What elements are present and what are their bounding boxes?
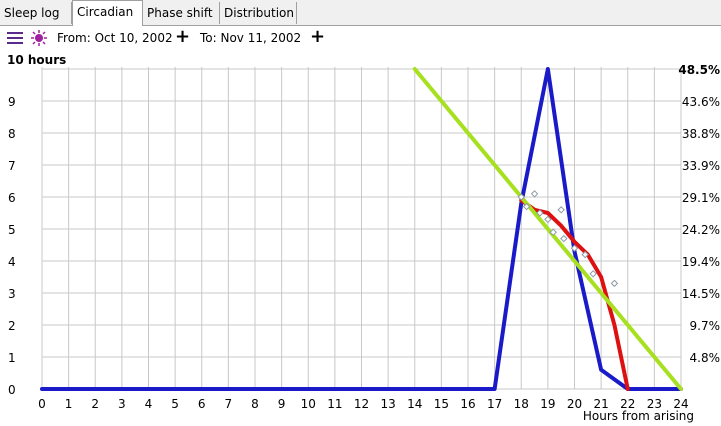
y-tick-label: 6: [8, 191, 16, 205]
chart-grid: [41, 67, 682, 390]
x-tick-label: 8: [251, 397, 259, 411]
x-tick-label: 7: [225, 397, 233, 411]
x-tick-label: 13: [380, 397, 395, 411]
add-to-button[interactable]: +: [310, 26, 326, 47]
y-tick-label: 4: [8, 255, 16, 269]
x-axis-label: Hours from arising: [583, 409, 694, 423]
tab-phase-shift[interactable]: Phase shift: [143, 2, 220, 24]
scatter-point: [560, 234, 568, 243]
y-tick-label: 9: [8, 95, 16, 109]
right-tick-label: 33.9%: [682, 159, 720, 173]
x-tick-label: 10: [301, 397, 316, 411]
chart-marks: [40, 67, 683, 391]
right-tick-label: 19.4%: [682, 255, 720, 269]
tab-bar: Sleep log Circadian Phase shift Distribu…: [0, 0, 721, 26]
scatter-point: [557, 206, 565, 214]
scatter-point: [570, 244, 579, 252]
right-tick-label: 14.5%: [682, 287, 720, 301]
x-tick-label: 17: [487, 397, 502, 411]
y-axis-label: 10 hours: [7, 53, 66, 67]
y-tick-label: 1: [8, 351, 16, 365]
x-tick-label: 11: [327, 397, 342, 411]
to-date-label[interactable]: To: Nov 11, 2002: [200, 31, 302, 45]
x-tick-label: 15: [434, 397, 449, 411]
x-tick-label: 0: [38, 397, 46, 411]
right-tick-label: 29.1%: [682, 191, 720, 205]
scatter-point: [536, 209, 544, 217]
circadian-chart: 0 1 2 3 4 5 6 7 8 9 10 11 12 13 14 15 16 17 18 19 20 21 22 23 24…: [7, 53, 720, 423]
x-tick-label: 4: [145, 397, 153, 411]
tab-circadian[interactable]: Circadian: [72, 0, 143, 26]
x-tick-label: 14: [407, 397, 422, 411]
scatter-point: [544, 215, 552, 224]
right-tick-label: 24.2%: [682, 223, 720, 237]
x-tick-label: 3: [118, 397, 126, 411]
toolbar: From: Oct 10, 2002 + To: Nov 11, 2002 +: [0, 26, 721, 50]
add-from-button[interactable]: +: [175, 26, 191, 47]
scatter-point: [581, 250, 589, 259]
tab-distribution[interactable]: Distribution: [220, 2, 297, 24]
chart-labels: 0 1 2 3 4 5 6 7 8 9 10 11 12 13 14 15 16 17 18 19 20 21 22 23 24…: [7, 53, 720, 423]
scatter-point: [522, 202, 531, 211]
right-tick-label: 9.7%: [690, 319, 721, 333]
scatter-point: [517, 193, 525, 201]
scatter-point: [549, 228, 557, 236]
y-tick-label: 7: [8, 159, 16, 173]
hamburger-icon[interactable]: [6, 29, 24, 47]
x-tick-label: 6: [198, 397, 206, 411]
x-tick-label: 24: [673, 397, 688, 411]
y-tick-label: 8: [8, 127, 16, 141]
scatter-point: [589, 270, 597, 278]
y-tick-label: 3: [8, 287, 16, 301]
x-tick-label: 2: [91, 397, 99, 411]
right-tick-label: 48.5%: [678, 63, 720, 77]
x-tick-label: 9: [278, 397, 286, 411]
x-tick-label: 23: [647, 397, 662, 411]
y-tick-label: 5: [8, 223, 16, 237]
right-tick-label: 38.8%: [682, 127, 720, 141]
from-date-label[interactable]: From: Oct 10, 2002: [57, 31, 173, 45]
right-tick-label: 4.8%: [690, 351, 721, 365]
scatter-point: [610, 279, 619, 288]
x-tick-label: 21: [593, 397, 608, 411]
x-tick-label: 16: [460, 397, 475, 411]
x-tick-label: 22: [620, 397, 635, 411]
x-tick-label: 12: [354, 397, 369, 411]
x-tick-label: 19: [540, 397, 555, 411]
right-tick-label: 43.6%: [682, 95, 720, 109]
series-line-green: [412, 67, 683, 391]
x-tick-label: 18: [514, 397, 529, 411]
x-tick-label: 1: [65, 397, 73, 411]
y-tick-label: 2: [8, 319, 16, 333]
x-tick-label: 5: [171, 397, 179, 411]
y-tick-label: 0: [8, 383, 16, 397]
purple-burst-icon[interactable]: [30, 29, 48, 47]
scatter-point: [530, 190, 539, 198]
x-tick-label: 20: [567, 397, 582, 411]
tab-sleep-log[interactable]: Sleep log: [0, 2, 72, 24]
